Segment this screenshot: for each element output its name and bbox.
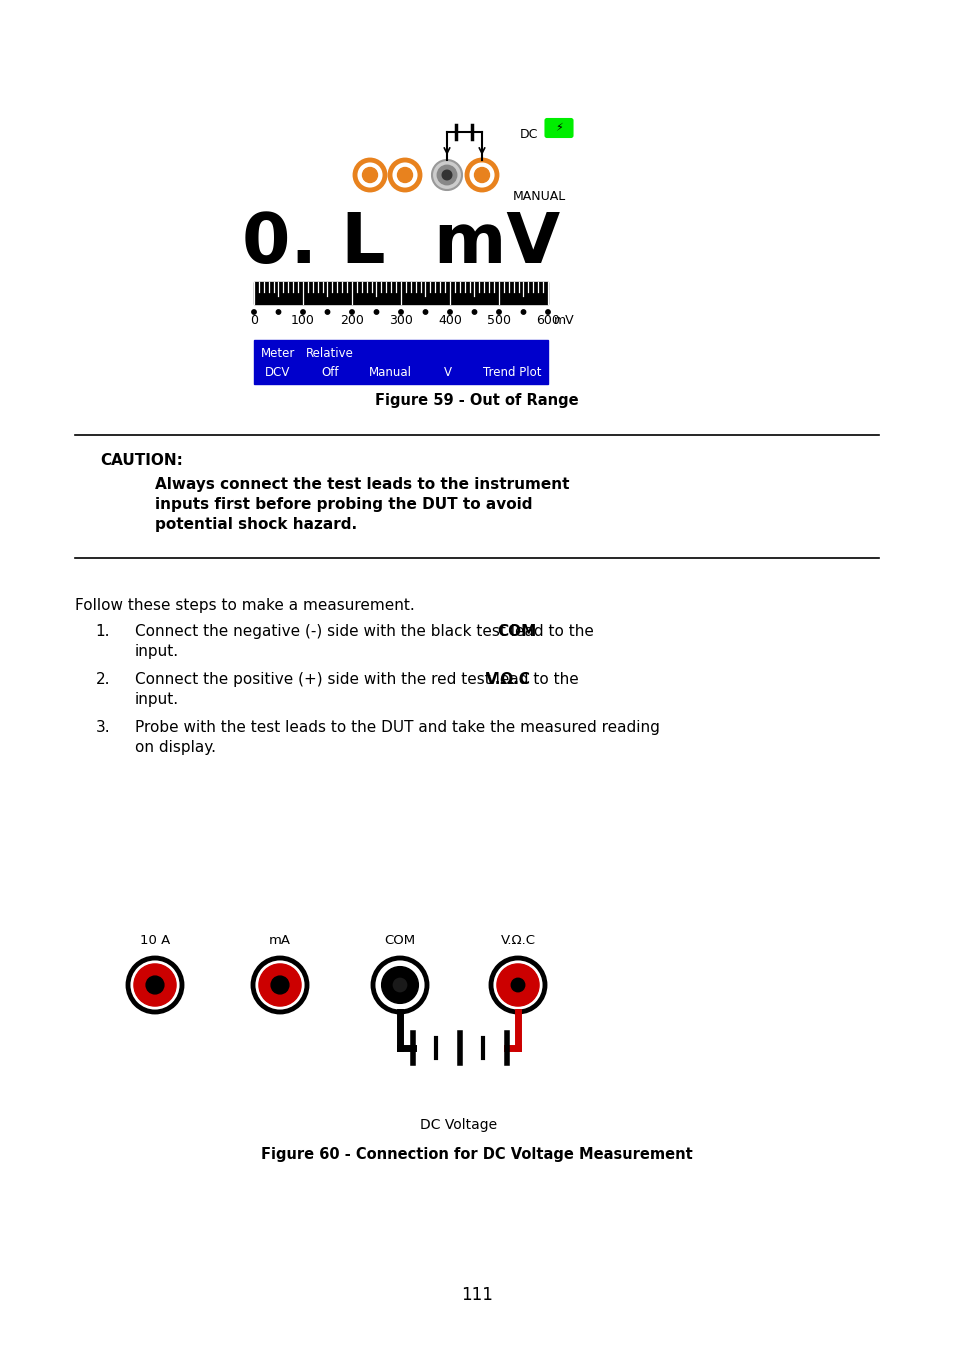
Text: 300: 300 [389,314,413,326]
Text: input.: input. [135,692,179,707]
Bar [253,339,547,384]
Text: Off: Off [321,366,338,380]
Text: V: V [443,366,452,380]
Text: MANUAL: MANUAL [513,190,566,203]
Text: Meter: Meter [260,346,294,360]
Circle shape [392,977,408,993]
Circle shape [472,310,476,314]
Circle shape [373,958,427,1012]
Text: 400: 400 [437,314,461,326]
Text: potential shock hazard.: potential shock hazard. [154,517,356,532]
Text: Relative: Relative [306,346,354,360]
Bar [253,282,547,304]
Text: 10 A: 10 A [140,933,170,947]
Circle shape [432,160,461,190]
Circle shape [350,310,354,314]
Text: Connect the positive (+) side with the red test lead to the: Connect the positive (+) side with the r… [135,672,583,687]
FancyBboxPatch shape [545,119,572,137]
Text: COM: COM [384,933,416,947]
Text: Connect the negative (-) side with the black test lead to the: Connect the negative (-) side with the b… [135,624,598,638]
Circle shape [381,967,418,1004]
Text: ⚡: ⚡ [555,123,562,133]
Text: 0: 0 [250,314,257,326]
Text: 0. L  mV: 0. L mV [242,210,559,276]
Text: mV: mV [554,314,574,326]
Text: 100: 100 [291,314,314,326]
Text: Trend Plot: Trend Plot [482,366,540,380]
Circle shape [398,310,403,314]
Text: Follow these steps to make a measurement.: Follow these steps to make a measurement… [75,598,415,613]
Circle shape [252,310,256,314]
Circle shape [374,310,378,314]
Text: inputs first before probing the DUT to avoid: inputs first before probing the DUT to a… [154,497,532,512]
Text: 1.: 1. [95,624,110,638]
Text: DC: DC [519,128,537,141]
Text: 500: 500 [486,314,511,326]
Circle shape [300,310,305,314]
Text: mA: mA [269,933,291,947]
Text: DCV: DCV [265,366,291,380]
Text: CAUTION:: CAUTION: [100,453,183,467]
Text: on display.: on display. [135,740,215,756]
Text: V.Ω.C: V.Ω.C [485,672,531,687]
Circle shape [325,310,330,314]
Circle shape [271,977,289,994]
Circle shape [497,310,500,314]
Circle shape [362,167,377,182]
Circle shape [423,310,427,314]
Text: 111: 111 [460,1286,493,1304]
Circle shape [497,964,538,1006]
Circle shape [146,977,164,994]
Circle shape [447,310,452,314]
Circle shape [520,310,525,314]
Circle shape [128,958,182,1012]
Text: 3.: 3. [95,721,110,735]
Circle shape [276,310,280,314]
Text: 200: 200 [339,314,363,326]
Circle shape [436,166,456,185]
Text: COM: COM [497,624,537,638]
Text: DC Voltage: DC Voltage [420,1118,497,1131]
Text: 600: 600 [536,314,559,326]
Circle shape [397,167,412,182]
Text: input.: input. [135,644,179,659]
Circle shape [511,978,524,991]
Circle shape [258,964,301,1006]
Text: Probe with the test leads to the DUT and take the measured reading: Probe with the test leads to the DUT and… [135,721,659,735]
Text: V.Ω.C: V.Ω.C [500,933,535,947]
Circle shape [253,958,307,1012]
Text: Figure 59 - Out of Range: Figure 59 - Out of Range [375,392,578,408]
Circle shape [133,964,176,1006]
Text: 2.: 2. [95,672,110,687]
Circle shape [442,170,452,179]
Circle shape [491,958,544,1012]
Text: Figure 60 - Connection for DC Voltage Measurement: Figure 60 - Connection for DC Voltage Me… [261,1148,692,1162]
Text: Always connect the test leads to the instrument: Always connect the test leads to the ins… [154,477,569,492]
Circle shape [474,167,489,182]
Circle shape [545,310,550,314]
Text: Manual: Manual [368,366,411,380]
